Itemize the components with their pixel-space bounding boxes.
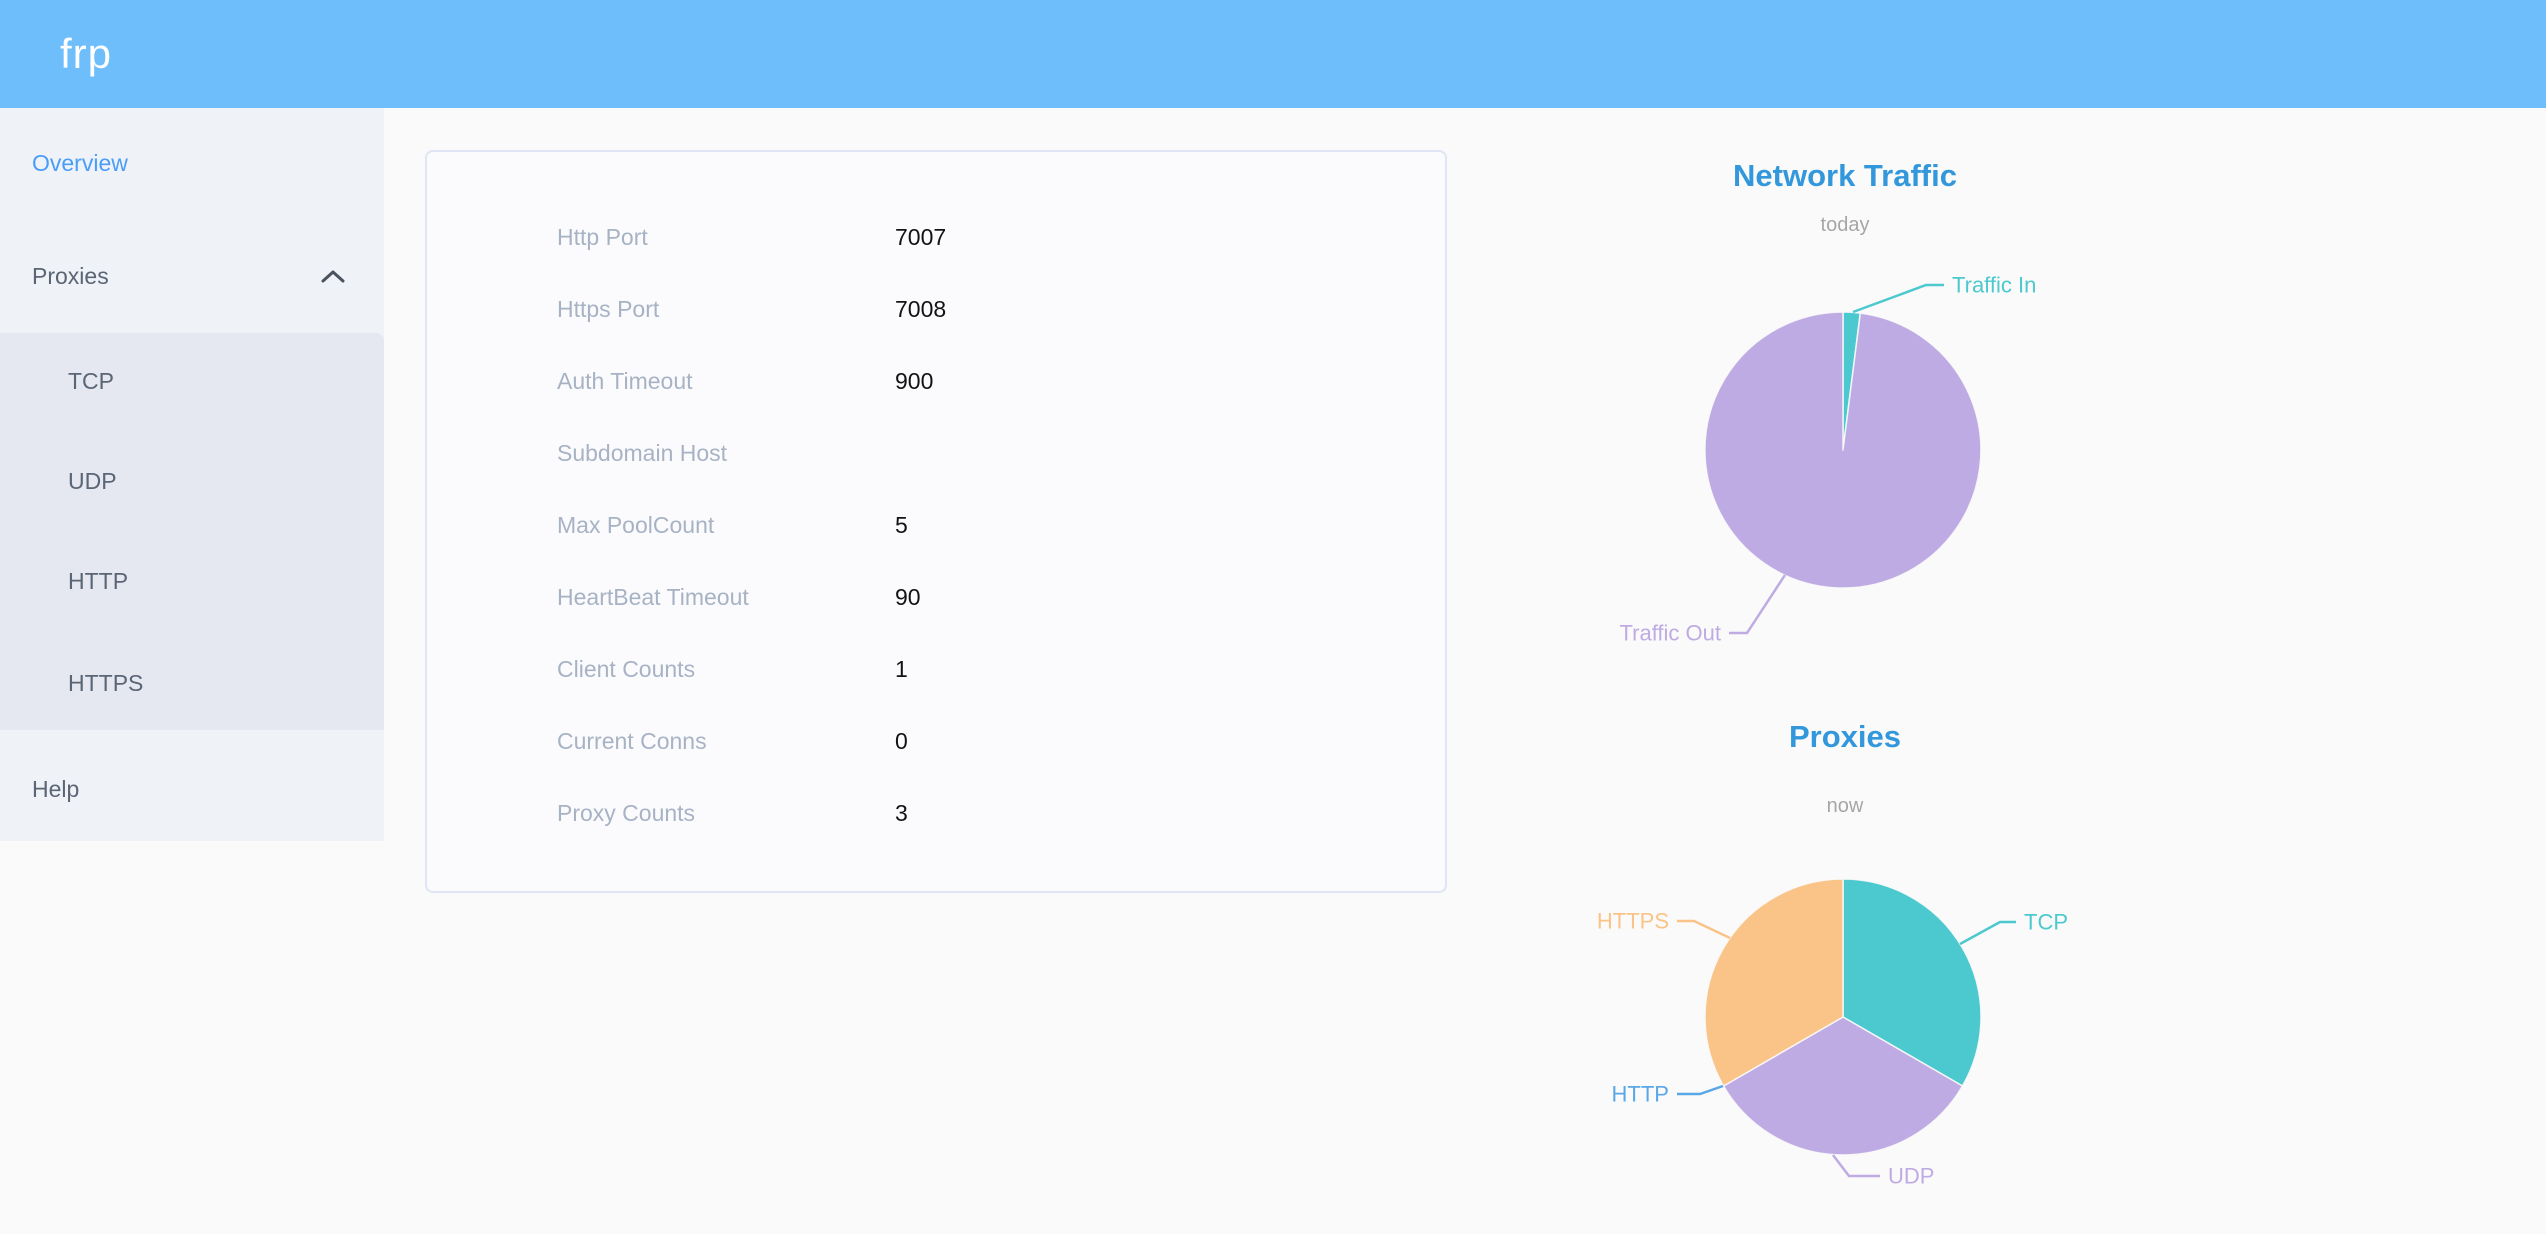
sidebar-nav: Overview Proxies TCP UDP HTTP HTTPS Help [0, 108, 384, 841]
config-row-proxy-counts: Proxy Counts 3 [557, 777, 1405, 849]
config-value: 1 [895, 655, 908, 682]
config-row-current-conns: Current Conns 0 [557, 705, 1405, 777]
pie-label-http: HTTP [1612, 1082, 1669, 1107]
label-line-https [1677, 919, 1731, 940]
label-line-traffic-out [1729, 574, 1787, 635]
config-value: 900 [895, 367, 934, 394]
pie-label-https: HTTPS [1597, 909, 1669, 934]
config-row-https-port: Https Port 7008 [557, 273, 1405, 345]
label-line-http [1677, 1084, 1724, 1096]
network-traffic-chart-subtitle: today [1820, 214, 1870, 236]
app-logo: frp [60, 30, 113, 77]
pie-label-udp: UDP [1888, 1164, 1934, 1189]
sidebar-item-https[interactable]: HTTPS [68, 670, 144, 696]
proxies-chart-title: Proxies [1788, 719, 1901, 754]
config-row-auth-timeout: Auth Timeout 900 [557, 345, 1405, 417]
config-row-subdomain-host: Subdomain Host [557, 417, 1405, 489]
config-label: Current Conns [557, 727, 707, 754]
sidebar-item-http[interactable]: HTTP [68, 568, 129, 594]
label-line-traffic-in [1852, 283, 1944, 314]
pie-label-traffic-out: Traffic Out [1620, 621, 1721, 646]
config-label: HeartBeat Timeout [557, 583, 749, 610]
proxies-submenu-panel [0, 333, 384, 730]
config-label: Max PoolCount [557, 511, 715, 538]
sidebar-item-help[interactable]: Help [32, 776, 80, 802]
config-value: 3 [895, 799, 908, 826]
config-label: Subdomain Host [557, 439, 728, 466]
sidebar-item-proxies[interactable]: Proxies [32, 263, 109, 289]
pie-slice-traffic-out[interactable] [1704, 311, 1982, 589]
pie-label-tcp: TCP [2024, 910, 2068, 935]
sidebar-item-overview[interactable]: Overview [32, 150, 128, 176]
pie-slice-udp[interactable] [1722, 1016, 1964, 1156]
sidebar-item-tcp[interactable]: TCP [68, 368, 114, 394]
config-label: Http Port [557, 223, 648, 250]
label-line-tcp [1959, 920, 2016, 946]
sidebar-item-udp[interactable]: UDP [68, 468, 117, 494]
chevron-up-icon [321, 270, 345, 283]
config-value: 0 [895, 727, 908, 754]
server-config-card: Http Port 7007 Https Port 7008 Auth Time… [425, 150, 1447, 893]
config-row-max-poolcount: Max PoolCount 5 [557, 489, 1405, 561]
config-row-client-counts: Client Counts 1 [557, 633, 1405, 705]
config-label: Client Counts [557, 655, 696, 682]
config-row-heartbeat-timeout: HeartBeat Timeout 90 [557, 561, 1405, 633]
config-label: Auth Timeout [557, 367, 693, 394]
config-label: Proxy Counts [557, 799, 696, 826]
pie-charts-canvas: Traffic In Traffic Out TCP UDP HTTPS HTTP [1597, 273, 2068, 1189]
proxies-chart-subtitle: now [1826, 795, 1864, 817]
pie-slice-tcp[interactable] [1842, 878, 1982, 1087]
config-value: 7008 [895, 295, 947, 322]
config-value: 90 [895, 583, 921, 610]
top-header-bar: frp [0, 0, 2546, 108]
network-traffic-chart-title: Network Traffic [1733, 158, 1957, 193]
label-line-udp [1832, 1154, 1880, 1178]
config-value: 7007 [895, 223, 947, 250]
pie-slice-https[interactable] [1704, 878, 1844, 1087]
config-value: 5 [895, 511, 908, 538]
pie-label-traffic-in: Traffic In [1952, 273, 2036, 298]
config-label: Https Port [557, 295, 660, 322]
config-row-http-port: Http Port 7007 [557, 201, 1405, 273]
